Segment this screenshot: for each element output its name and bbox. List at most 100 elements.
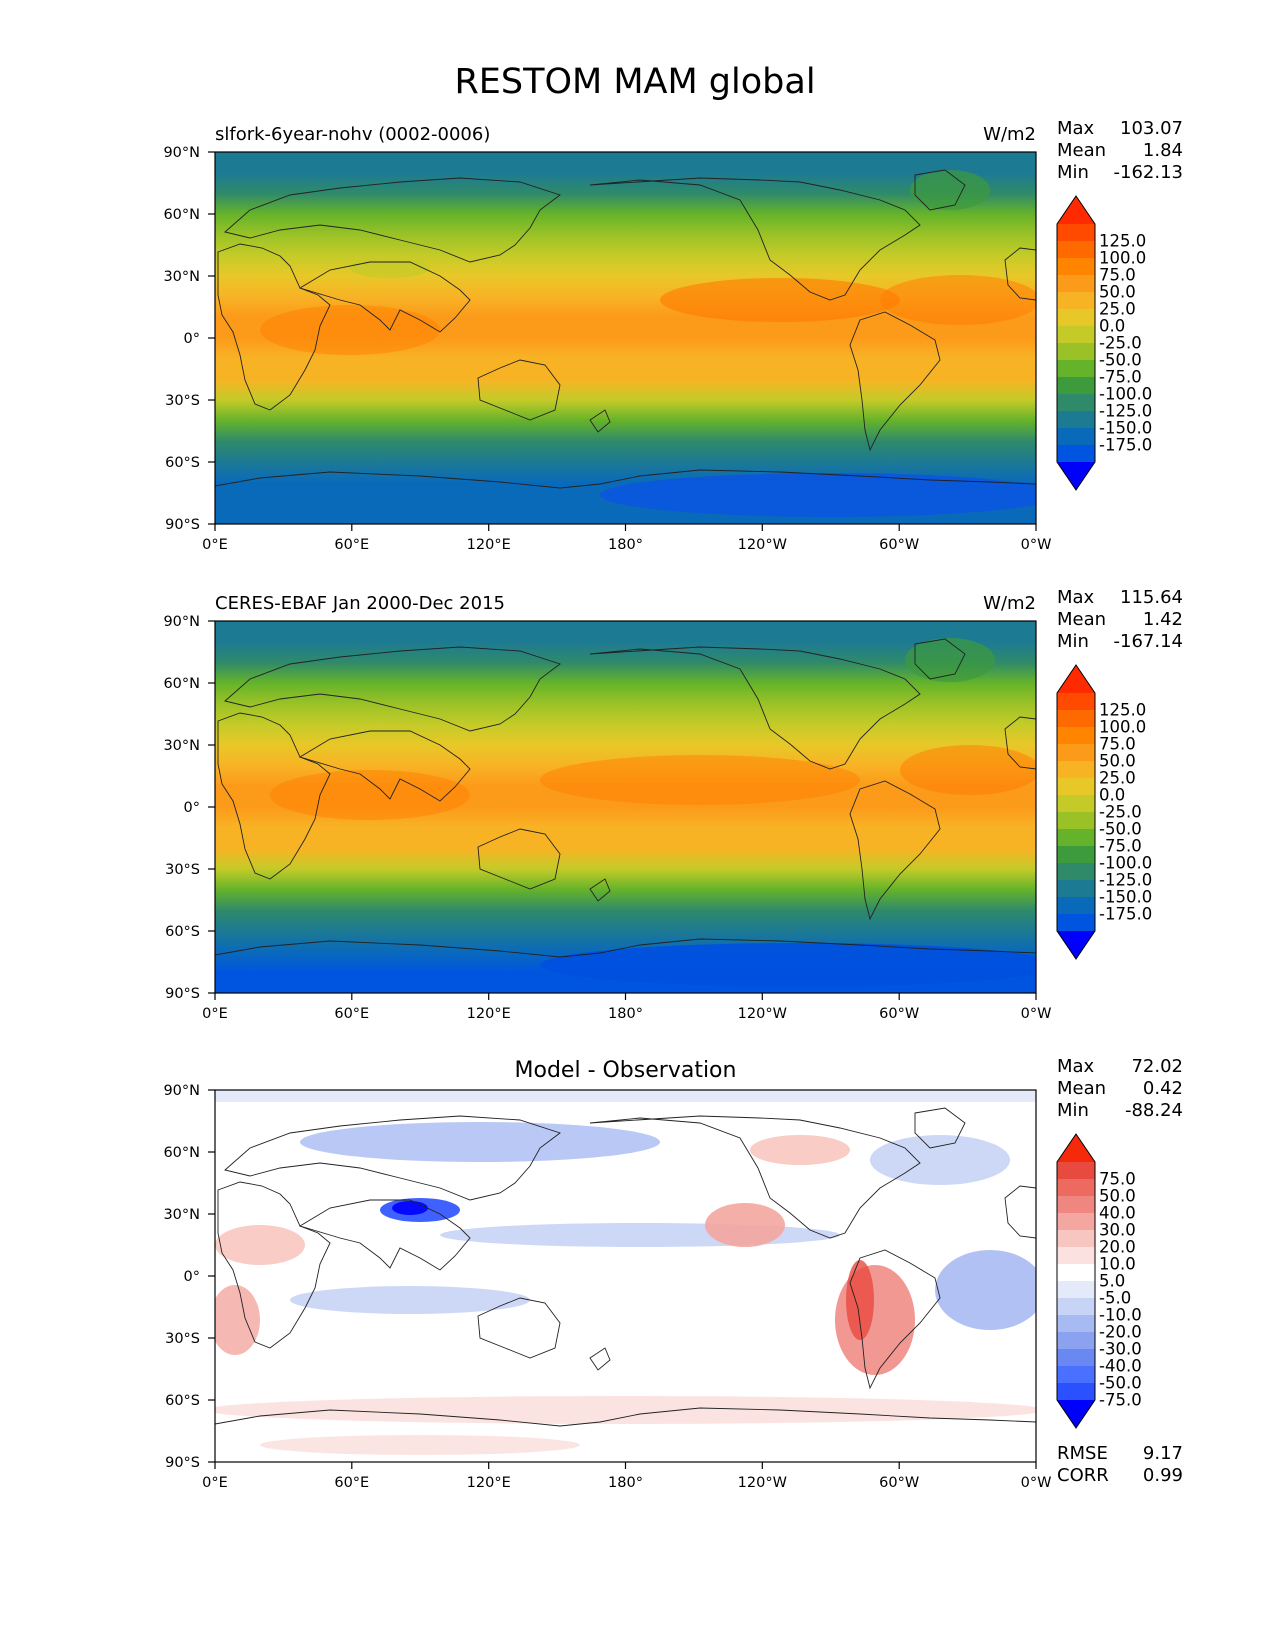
y-tick-label: 30°S [165,862,200,878]
diff-south-africa-positive [215,1285,260,1355]
colorbar-cell [1057,846,1095,864]
obs-atlantic-warm [900,745,1036,795]
stat-min-label: Min [1057,162,1089,183]
colorbar-cell [1057,411,1095,429]
colorbar-tick-label: -150.0 [1099,888,1152,907]
diff-y-axis: 90°N 60°N 30°N 0° 30°S 60°S 90°S [163,1083,215,1471]
diff-north-pole-band [215,1090,1036,1102]
colorbar-cell [1057,428,1095,446]
y-tick-label: 30°N [163,269,200,285]
stat-max-label: Max [1057,587,1095,608]
colorbar-cell [1057,241,1095,259]
x-tick-label: 120°W [738,1475,787,1491]
colorbar-tick-label: 100.0 [1099,249,1146,268]
y-tick-label: 60°S [165,455,200,471]
x-tick-label: 60°W [879,1475,919,1491]
colorbar-cell [1057,292,1095,310]
x-tick-label: 180° [608,537,643,553]
colorbar-extend-min [1057,462,1095,490]
colorbar-tick-label: 5.0 [1099,1272,1125,1291]
x-tick-label: 0°E [202,1006,228,1022]
colorbar-cell [1057,1298,1095,1316]
colorbar-tick-label: -125.0 [1099,871,1152,890]
obs-india-warm [270,770,470,820]
diff-eurasia-negative [300,1122,660,1162]
colorbar-tick-label: -175.0 [1099,436,1152,455]
y-tick-label: 60°S [165,1393,200,1409]
y-tick-label: 30°S [165,393,200,409]
colorbar-tick-label: 30.0 [1099,1221,1136,1240]
model-y-axis: 90°N 60°N 30°N 0° 30°S 60°S 90°S [163,145,215,533]
model-regional-features [260,170,1036,517]
x-tick-label: 120°E [467,537,511,553]
stat-mean-value: 0.42 [1143,1078,1183,1099]
obs-antarctic-low [540,943,1036,987]
diff-atlantic-negative [935,1250,1036,1330]
colorbar-tick-label: 40.0 [1099,1204,1136,1223]
colorbar-cell [1057,326,1095,344]
model-india-warm [260,305,440,355]
stat-mean-label: Mean [1057,609,1106,630]
model-pacific-warm [660,278,900,322]
diff-tibet-core [392,1201,428,1215]
colorbar-cell [1057,710,1095,728]
y-tick-label: 90°S [165,517,200,533]
colorbar-tick-label: 50.0 [1099,283,1136,302]
stat-min-label: Min [1057,1100,1089,1121]
colorbar-cell [1057,761,1095,779]
obs-coastlines [215,638,1036,958]
colorbar-tick-label: -100.0 [1099,854,1152,873]
diff-colorbar: 75.050.040.030.020.010.05.0-5.0-10.0-20.… [1056,1133,1142,1429]
obs-greenland-low [905,638,995,682]
colorbar-tick-label: -5.0 [1099,1289,1131,1308]
y-tick-label: 90°N [163,614,200,630]
stat-max-label: Max [1057,1056,1095,1077]
stat-mean-value: 1.42 [1143,609,1183,630]
colorbar-cell [1057,1196,1095,1214]
diff-southern-ocean-positive [215,1396,1036,1424]
x-tick-label: 60°E [334,537,369,553]
model-tibet-dip [350,258,430,278]
model-colorbar: 125.0100.075.050.025.00.0-25.0-50.0-75.0… [1056,195,1152,491]
colorbar-tick-label: 100.0 [1099,718,1146,737]
colorbar-tick-label: 50.0 [1099,752,1136,771]
obs-y-axis: 90°N 60°N 30°N 0° 30°S 60°S 90°S [163,614,215,1002]
colorbar-tick-label: 0.0 [1099,786,1125,805]
stat-max-label: Max [1057,118,1095,139]
x-tick-label: 60°W [879,1006,919,1022]
colorbar-cell [1057,360,1095,378]
colorbar-cell [1057,897,1095,915]
stat-min-value: -167.14 [1114,631,1183,652]
stat-max-value: 115.64 [1120,587,1183,608]
y-tick-label: 60°N [163,676,200,692]
model-coastlines [215,169,1036,489]
y-tick-label: 30°N [163,738,200,754]
stat-mean-label: Mean [1057,1078,1106,1099]
colorbar-tick-label: -100.0 [1099,385,1152,404]
colorbar-tick-label: -50.0 [1099,820,1142,839]
colorbar-cell [1057,693,1095,711]
colorbar-outline [1056,195,1096,491]
colorbar-cell [1057,914,1095,932]
y-tick-label: 0° [184,1269,200,1285]
colorbar-cell [1057,1230,1095,1248]
colorbar-cell [1057,1264,1095,1282]
stat-min-label: Min [1057,631,1089,652]
model-stats: Max 103.07 Mean 1.84 Min -162.13 [1057,118,1183,183]
colorbar-extend-min [1057,931,1095,959]
y-tick-label: 90°N [163,1083,200,1099]
obs-stats: Max 115.64 Mean 1.42 Min -167.14 [1057,587,1183,652]
colorbar-cell [1057,258,1095,276]
obs-x-axis: 0°E 60°E 120°E 180° 120°W 60°W 0°W [202,993,1051,1022]
obs-colorbar: 125.0100.075.050.025.00.0-25.0-50.0-75.0… [1056,664,1152,960]
panel-observation: CERES-EBAF Jan 2000-Dec 2015 W/m2 0°E 60… [163,587,1183,1022]
diff-stats: Max 72.02 Mean 0.42 Min -88.24 RMSE 9.17… [1057,1056,1183,1486]
colorbar-cell [1057,880,1095,898]
colorbar-tick-label: 75.0 [1099,266,1136,285]
colorbar-tick-label: -25.0 [1099,803,1142,822]
colorbar-outline [1056,1133,1096,1429]
colorbar-tick-label: 25.0 [1099,769,1136,788]
colorbar-cell [1057,343,1095,361]
colorbar-tick-label: -10.0 [1099,1306,1142,1325]
obs-regional-features [270,638,1036,987]
